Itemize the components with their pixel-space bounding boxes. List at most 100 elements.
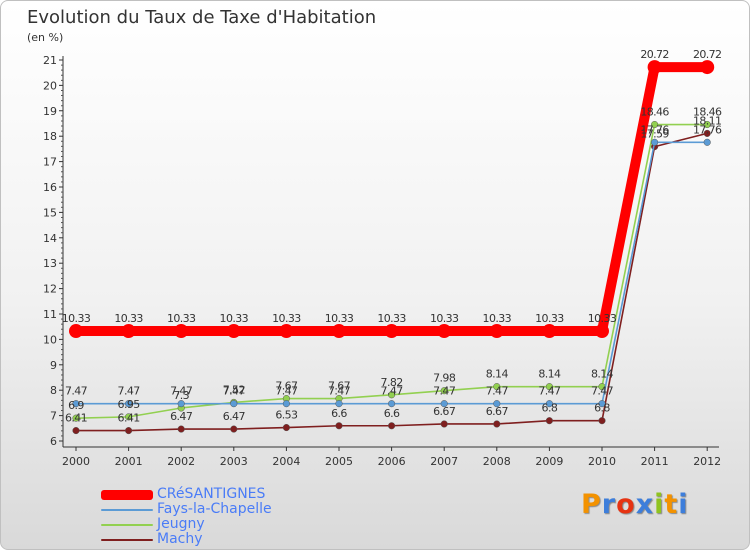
data-point bbox=[174, 324, 189, 339]
data-label: 7.47 bbox=[433, 385, 456, 398]
data-label: 6.8 bbox=[594, 402, 610, 415]
data-label: 10.33 bbox=[114, 312, 143, 325]
x-tick-label: 2006 bbox=[378, 455, 406, 468]
y-tick-label: 10 bbox=[43, 333, 57, 346]
data-label: 7.67 bbox=[328, 380, 351, 393]
data-point bbox=[545, 383, 553, 391]
y-tick-label: 7 bbox=[50, 410, 57, 423]
legend-swatch bbox=[101, 523, 153, 526]
data-label: 17.76 bbox=[693, 123, 722, 136]
data-point bbox=[230, 400, 238, 408]
data-point bbox=[282, 423, 290, 432]
data-label: 10.33 bbox=[220, 312, 249, 325]
data-label: 7.47 bbox=[65, 385, 88, 398]
data-point bbox=[647, 60, 662, 75]
y-tick-label: 19 bbox=[43, 105, 57, 118]
proxiti-logo: Proxiti bbox=[581, 489, 689, 520]
logo-letter: i bbox=[654, 489, 665, 520]
data-point bbox=[388, 391, 396, 399]
data-label: 7.47 bbox=[591, 385, 614, 398]
y-tick-label: 6 bbox=[50, 435, 57, 448]
y-tick-label: 21 bbox=[43, 54, 57, 67]
logo-letter: t bbox=[664, 489, 679, 520]
y-tick-label: 11 bbox=[43, 308, 57, 321]
data-point bbox=[121, 324, 136, 339]
data-label: 7.47 bbox=[538, 385, 561, 398]
x-tick-label: 2011 bbox=[641, 455, 669, 468]
legend-label: CRéSANTIGNES bbox=[157, 486, 266, 502]
logo-letter: i bbox=[678, 489, 689, 520]
y-tick-label: 12 bbox=[43, 283, 57, 296]
chart-legend: CRéSANTIGNES Fays-la-Chapelle Jeugny Machy bbox=[101, 487, 272, 547]
data-point bbox=[388, 422, 396, 430]
y-tick-label: 17 bbox=[43, 156, 57, 169]
data-label: 6.53 bbox=[275, 409, 298, 422]
data-point bbox=[703, 129, 711, 137]
data-label: 20.72 bbox=[640, 48, 669, 61]
data-label: 17.76 bbox=[640, 123, 669, 136]
data-label: 10.33 bbox=[430, 312, 459, 325]
data-label: 7.47 bbox=[328, 385, 351, 398]
data-label: 6.6 bbox=[384, 407, 400, 420]
data-label: 18.46 bbox=[693, 106, 722, 119]
data-label: 7.52 bbox=[223, 383, 245, 396]
legend-swatch bbox=[101, 489, 153, 500]
data-point bbox=[72, 400, 80, 408]
data-label: 7.47 bbox=[118, 385, 141, 398]
data-label: 7.47 bbox=[170, 385, 193, 398]
data-label: 10.33 bbox=[483, 312, 512, 325]
data-point bbox=[598, 400, 606, 408]
data-point bbox=[493, 420, 501, 428]
data-label: 7.67 bbox=[275, 380, 298, 393]
data-label: 7.82 bbox=[381, 376, 403, 389]
data-label: 17.59 bbox=[640, 128, 669, 141]
data-point bbox=[595, 324, 609, 339]
data-point bbox=[440, 400, 448, 408]
data-label: 7.98 bbox=[433, 372, 456, 385]
data-label: 6.6 bbox=[331, 407, 347, 420]
data-point bbox=[72, 427, 80, 435]
data-point bbox=[598, 417, 606, 425]
data-point bbox=[125, 400, 133, 408]
legend-swatch bbox=[101, 508, 153, 511]
data-point bbox=[282, 400, 290, 408]
data-label: 6.9 bbox=[68, 399, 84, 412]
data-point bbox=[279, 324, 294, 339]
x-tick-label: 2004 bbox=[272, 455, 300, 468]
x-tick-label: 2012 bbox=[693, 455, 721, 468]
legend-label: Machy bbox=[157, 531, 203, 547]
x-tick-label: 2005 bbox=[325, 455, 353, 468]
logo-letter: r bbox=[601, 489, 617, 520]
data-point bbox=[384, 324, 399, 339]
logo-letter: P bbox=[581, 489, 602, 520]
y-tick-label: 18 bbox=[43, 130, 57, 143]
data-point bbox=[651, 120, 659, 129]
data-point bbox=[177, 425, 185, 433]
data-point bbox=[230, 425, 238, 433]
data-point bbox=[440, 387, 448, 395]
x-tick-label: 2008 bbox=[483, 455, 511, 468]
data-point bbox=[437, 324, 452, 339]
legend-swatch bbox=[101, 538, 153, 541]
data-label: 10.33 bbox=[167, 312, 196, 325]
y-tick-label: 15 bbox=[43, 206, 57, 219]
data-point bbox=[703, 138, 711, 146]
y-tick-label: 9 bbox=[50, 359, 57, 372]
data-label: 8.14 bbox=[486, 368, 509, 381]
data-point bbox=[388, 400, 396, 408]
logo-letter: o bbox=[616, 489, 636, 520]
data-point bbox=[69, 324, 83, 339]
y-tick-label: 20 bbox=[43, 79, 57, 92]
data-point bbox=[703, 120, 711, 129]
legend-item: Jeugny bbox=[101, 517, 272, 532]
data-label: 6.95 bbox=[118, 398, 141, 411]
x-tick-label: 2010 bbox=[588, 455, 616, 468]
data-point bbox=[226, 324, 241, 339]
data-label: 6.41 bbox=[65, 412, 87, 425]
data-label: 6.41 bbox=[118, 412, 140, 425]
data-point bbox=[335, 422, 343, 430]
data-point bbox=[177, 400, 185, 408]
x-tick-label: 2002 bbox=[167, 455, 195, 468]
data-label: 6.67 bbox=[486, 405, 509, 418]
data-point bbox=[125, 427, 133, 435]
